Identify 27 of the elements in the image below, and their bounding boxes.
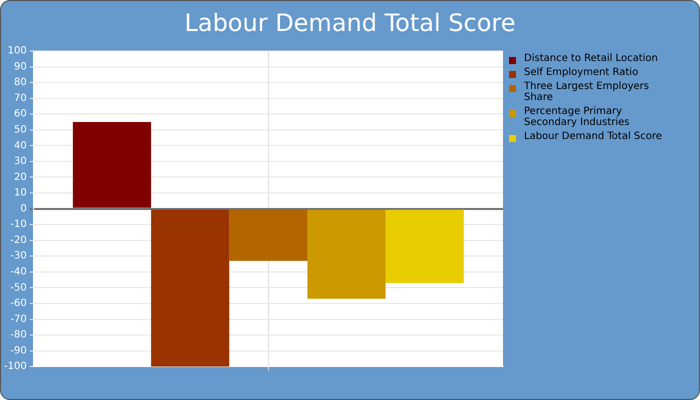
y-tick-label: -70 <box>10 314 27 325</box>
y-tick-label: 40 <box>14 140 27 152</box>
y-tick-label: -90 <box>10 345 27 356</box>
y-tick-label: -10 <box>10 219 27 230</box>
legend-label: Three Largest Employers Share <box>524 81 650 103</box>
y-tick-label: 60 <box>14 108 27 120</box>
y-tick-label: -30 <box>10 250 27 262</box>
y-tick-label: 50 <box>14 124 27 136</box>
chart-title: Labour Demand Total Score <box>183 9 516 37</box>
legend-label: Self Employment Ratio <box>524 67 640 78</box>
y-tick-label: -20 <box>10 234 27 246</box>
y-tick-label: 70 <box>14 92 27 104</box>
legend-label: Labour Demand Total Score <box>524 131 663 142</box>
y-tick-label: -80 <box>10 330 27 341</box>
legend-label: Percentage Primary Secondary Industries <box>524 106 630 128</box>
legend-label: Distance to Retail Location <box>524 53 659 64</box>
y-tick-label: -40 <box>10 266 27 278</box>
y-tick-label: -60 <box>10 298 27 310</box>
y-tick-label: 10 <box>14 188 27 199</box>
y-tick-label: -50 <box>10 282 27 294</box>
y-tick-label: 20 <box>14 172 27 183</box>
y-tick-label: 90 <box>14 61 27 72</box>
y-tick-label: 100 <box>8 46 27 57</box>
y-tick-label: -100 <box>4 361 27 372</box>
y-tick-label: 30 <box>14 156 27 168</box>
y-tick-label: 0 <box>20 203 27 214</box>
y-tick-label: 80 <box>14 77 27 88</box>
